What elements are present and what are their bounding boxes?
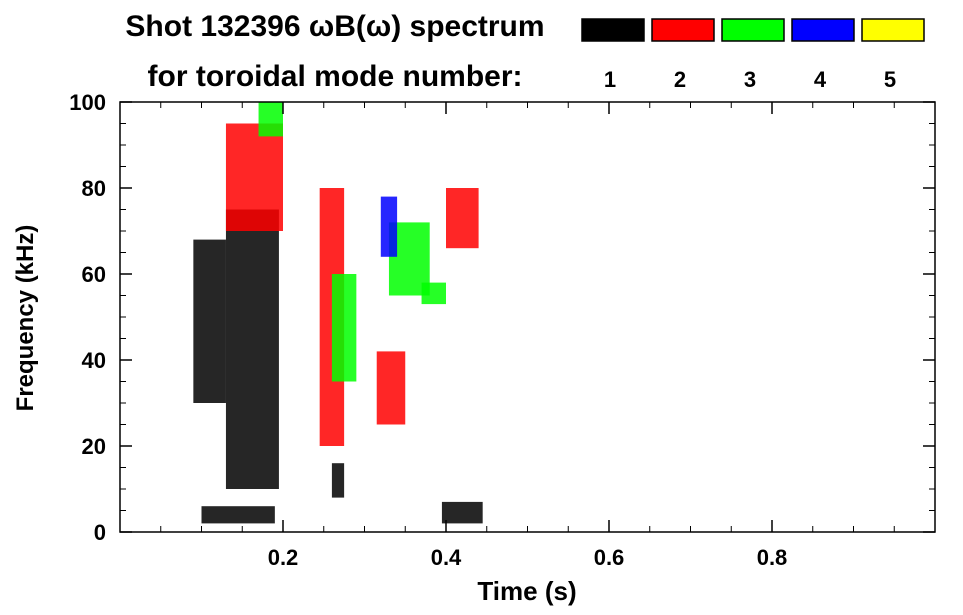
spectrum-region-mode-4-1 — [380, 196, 398, 257]
chart-title-line2: for toroidal mode number: — [148, 60, 523, 93]
chart-title-line1: Shot 132396 ωB(ω) spectrum — [125, 10, 544, 43]
y-tick-label: 20 — [82, 434, 106, 459]
x-tick-label: 0.2 — [268, 545, 299, 570]
spectrum-region-mode-1-3 — [201, 506, 275, 524]
legend-swatch-2 — [651, 18, 715, 42]
plot-area — [193, 102, 483, 524]
x-axis-label: Time (s) — [477, 576, 576, 606]
y-tick-label: 80 — [82, 176, 106, 201]
legend-label-3: 3 — [744, 67, 756, 92]
spectrum-region-mode-1-5 — [441, 501, 483, 524]
spectrum-region-mode-2-1 — [225, 123, 283, 231]
legend-swatch-4 — [791, 18, 855, 42]
spectrum-region-mode-3-1 — [258, 102, 283, 137]
spectrum-region-mode-1-2 — [225, 209, 279, 489]
spectrum-region-mode-2-4 — [446, 188, 479, 249]
spectrum-region-mode-1-1 — [193, 239, 226, 403]
legend-label-4: 4 — [814, 67, 827, 92]
y-tick-label: 40 — [82, 348, 106, 373]
legend-swatch-1 — [581, 18, 645, 42]
x-tick-label: 0.4 — [431, 545, 462, 570]
spectrum-region-mode-3-2 — [331, 274, 357, 382]
legend-swatch-5 — [861, 18, 925, 42]
y-tick-label: 0 — [94, 520, 106, 545]
legend-label-2: 2 — [674, 67, 686, 92]
legend-label-1: 1 — [604, 67, 616, 92]
spectrum-region-mode-3-4 — [421, 282, 446, 305]
legend-label-5: 5 — [884, 67, 896, 92]
x-tick-label: 0.8 — [757, 545, 788, 570]
spectrum-region-mode-2-3 — [376, 351, 406, 425]
x-tick-label: 0.6 — [594, 545, 625, 570]
y-axis-label: Frequency (kHz) — [12, 225, 39, 412]
axes: 0.2 0.4 0.6 0.8 0 20 40 60 80 100 — [69, 90, 936, 570]
legend: 1 2 3 4 5 — [581, 18, 925, 92]
y-tick-label: 100 — [69, 90, 106, 115]
y-tick-label: 60 — [82, 262, 106, 287]
legend-swatch-3 — [721, 18, 785, 42]
spectrum-region-mode-1-4 — [331, 463, 345, 498]
